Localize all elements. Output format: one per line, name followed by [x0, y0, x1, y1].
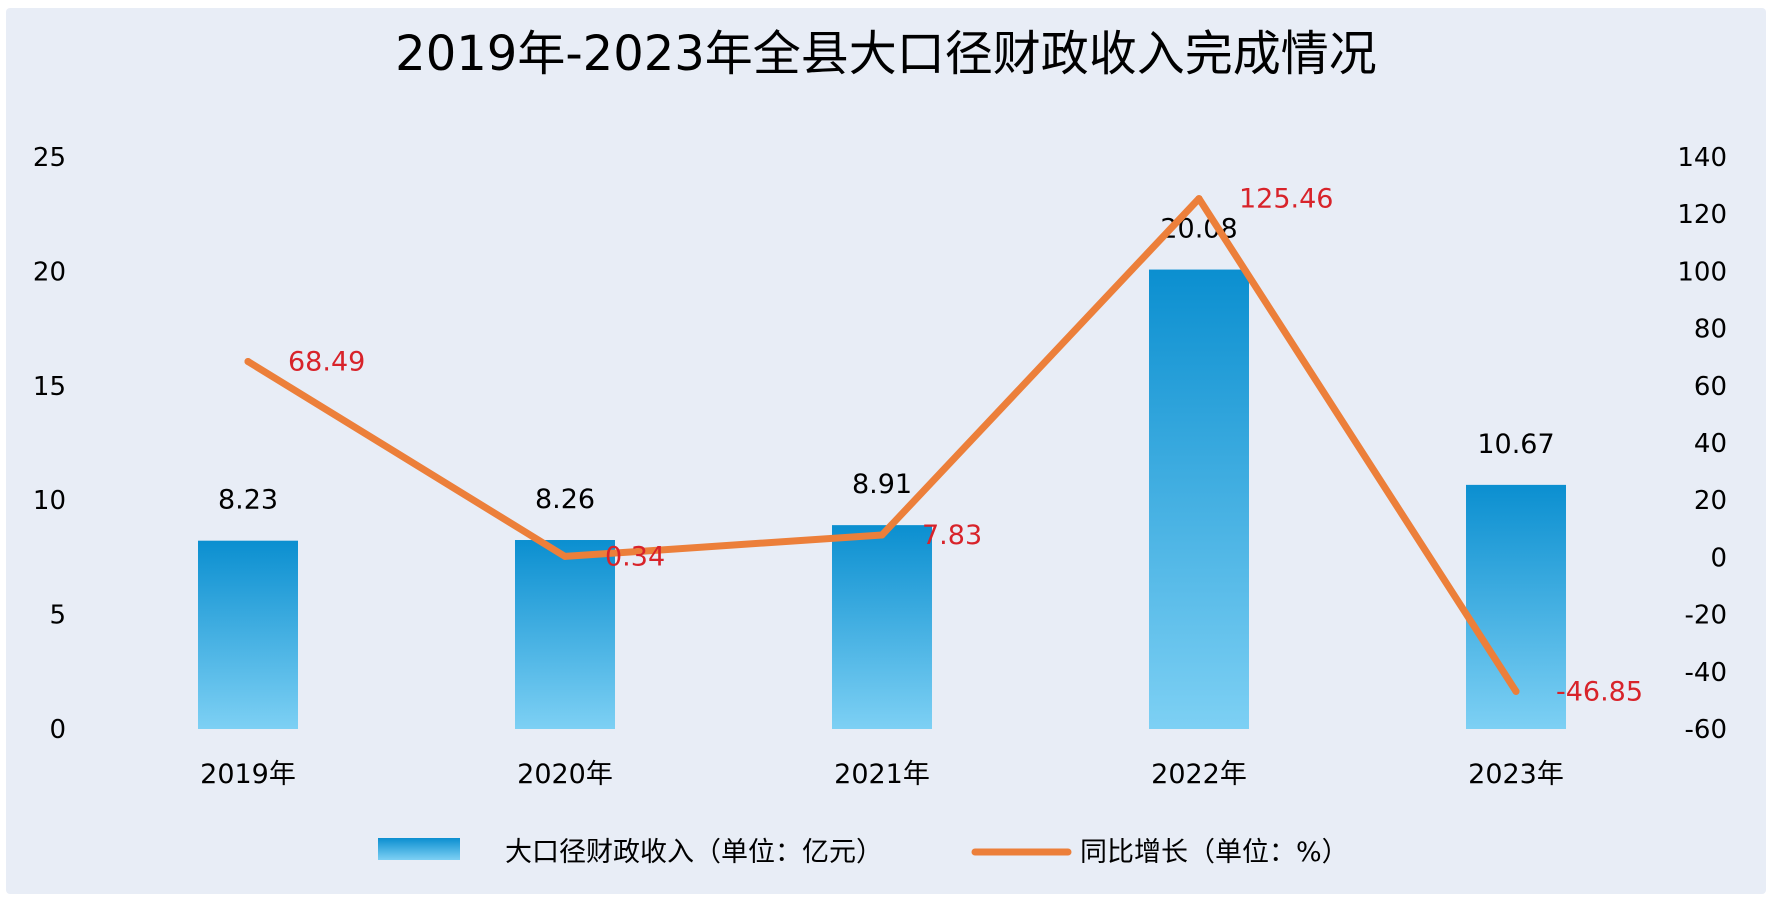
- bar: [515, 540, 615, 729]
- x-axis-tick-label: 2019年: [200, 759, 296, 790]
- right-axis-tick-label: 20: [1694, 486, 1727, 516]
- right-axis-tick-label: 80: [1694, 315, 1727, 345]
- right-axis-tick-label: 0: [1710, 543, 1727, 573]
- bar-data-label: 8.23: [218, 485, 278, 516]
- line-data-label: 125.46: [1239, 184, 1333, 215]
- line-data-label: 68.49: [288, 347, 365, 378]
- left-axis-tick-label: 10: [33, 486, 66, 516]
- line-point: [1195, 195, 1203, 203]
- line-data-label: 7.83: [922, 520, 982, 551]
- legend-line-label: 同比增长（单位：%）: [1080, 837, 1349, 868]
- right-axis-tick-label: 60: [1694, 372, 1727, 402]
- right-axis-tick-label: 120: [1677, 200, 1727, 230]
- left-axis-tick-label: 15: [33, 372, 66, 402]
- x-axis: 2019年 2020年 2021年 2022年 2023年: [200, 759, 1564, 790]
- line-point: [244, 358, 252, 366]
- right-axis-tick-label: -40: [1685, 658, 1727, 688]
- right-axis-tick-label: 100: [1677, 257, 1727, 287]
- bar-data-label: 8.91: [852, 469, 912, 500]
- bar: [832, 525, 932, 729]
- bar-data-label: 10.67: [1477, 429, 1554, 460]
- x-axis-tick-label: 2022年: [1151, 759, 1247, 790]
- x-axis-tick-label: 2021年: [834, 759, 930, 790]
- x-axis-tick-label: 2023年: [1468, 759, 1564, 790]
- right-axis-tick-label: 40: [1694, 429, 1727, 459]
- bar-data-label: 8.26: [535, 484, 595, 515]
- x-axis-tick-label: 2020年: [517, 759, 613, 790]
- legend-bar-swatch: [378, 838, 460, 860]
- line-data-label: -46.85: [1556, 676, 1643, 707]
- bar-series: [198, 269, 1566, 729]
- bar: [198, 540, 298, 729]
- line-data-labels: 68.49 0.34 7.83 125.46 -46.85: [288, 184, 1643, 708]
- left-axis-tick-label: 5: [49, 601, 66, 631]
- left-axis-tick-label: 0: [49, 715, 66, 745]
- line-point: [1512, 687, 1520, 695]
- line-point: [561, 552, 569, 560]
- left-axis-tick-label: 20: [33, 257, 66, 287]
- line-series: [244, 195, 1520, 695]
- right-axis-tick-label: -20: [1685, 601, 1727, 631]
- chart-title: 2019年-2023年全县大口径财政收入完成情况: [395, 26, 1377, 82]
- chart-background: [6, 8, 1766, 894]
- left-axis: 0 5 10 15 20 25: [33, 143, 66, 745]
- right-axis-tick-label: 140: [1677, 143, 1727, 173]
- right-axis-tick-label: -60: [1685, 715, 1727, 745]
- line-data-label: 0.34: [605, 541, 665, 572]
- legend: 大口径财政收入（单位：亿元） 同比增长（单位：%）: [378, 837, 1349, 868]
- right-axis: -60 -40 -20 0 20 40 60 80 100 120 140: [1677, 143, 1727, 745]
- bar: [1149, 269, 1249, 729]
- line-point: [878, 531, 886, 539]
- left-axis-tick-label: 25: [33, 143, 66, 173]
- legend-bar-label: 大口径财政收入（单位：亿元）: [505, 837, 883, 868]
